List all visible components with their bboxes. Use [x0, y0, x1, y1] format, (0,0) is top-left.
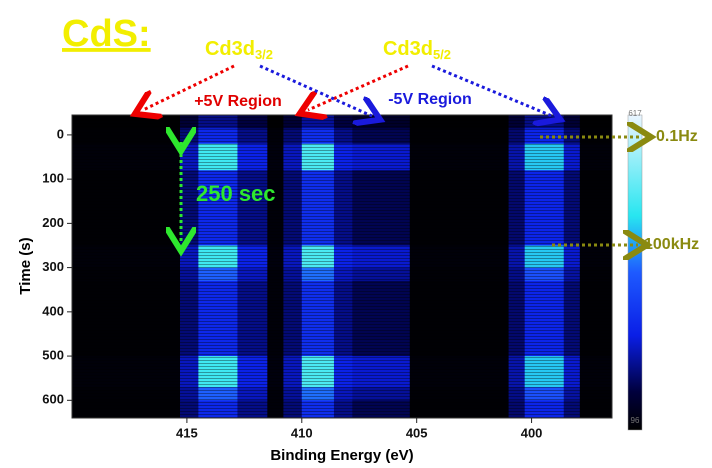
y-tick-label: 600 — [42, 392, 64, 407]
x-axis-label: Binding Energy (eV) — [270, 447, 413, 464]
x-tick-label: 415 — [176, 425, 198, 440]
annotation: +5V Region — [194, 93, 282, 110]
arrows — [143, 64, 642, 245]
chart-title: CdS: — [62, 13, 151, 55]
y-tick-label: 300 — [42, 259, 64, 274]
y-tick-label: 400 — [42, 303, 64, 318]
colorbar-tick-label: 617 — [628, 109, 642, 118]
annotation: Cd3d3/2 — [205, 38, 273, 62]
arrow — [143, 64, 235, 110]
annotation: 250 sec — [196, 181, 276, 206]
annotation: 0.1Hz — [656, 128, 698, 145]
annotation: -5V Region — [388, 91, 472, 108]
y-tick-label: 200 — [42, 215, 64, 230]
y-tick-label: 0 — [57, 126, 64, 141]
annotation: Cd3d5/2 — [383, 38, 451, 62]
y-axis-label: Time (s) — [17, 237, 34, 294]
plot-frame — [71, 114, 613, 419]
annotation: 100kHz — [644, 236, 699, 253]
colorbar — [627, 114, 643, 431]
arrow — [259, 64, 372, 116]
y-tick-label: 500 — [42, 348, 64, 363]
x-tick-label: 400 — [521, 425, 543, 440]
arrow — [308, 64, 409, 110]
x-tick-label: 405 — [406, 425, 428, 440]
colorbar-tick-label: 96 — [631, 416, 640, 425]
y-tick-label: 100 — [42, 171, 64, 186]
arrow — [431, 64, 552, 116]
texture — [72, 115, 612, 418]
x-tick-label: 410 — [291, 425, 313, 440]
